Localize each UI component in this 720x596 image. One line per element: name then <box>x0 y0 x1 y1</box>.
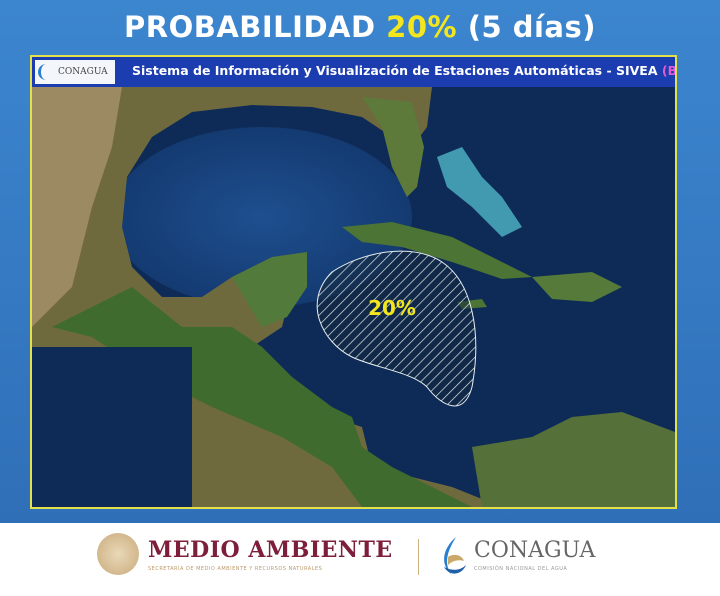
conagua-logo: CONAGUA <box>35 60 115 84</box>
map-header-bar: CONAGUA Sistema de Información y Visuali… <box>32 57 675 87</box>
logo-text: CONAGUA <box>58 67 108 77</box>
conagua-icon <box>444 537 466 575</box>
footer: MEDIO AMBIENTE SECRETARÍA DE MEDIO AMBIE… <box>0 523 720 596</box>
gulf-of-mexico <box>112 127 412 307</box>
land-central-america <box>52 287 472 507</box>
south-america <box>472 412 675 507</box>
yucatan <box>232 252 307 327</box>
bahamas <box>437 147 522 237</box>
conagua-subtitle: COMISIÓN NACIONAL DEL AGUA <box>474 566 568 572</box>
mexico-seal-icon <box>97 533 139 575</box>
hispaniola <box>532 272 622 302</box>
zone-label: 20% <box>368 296 416 320</box>
land-southwest <box>32 87 122 327</box>
satellite-map: 20% <box>32 87 675 507</box>
logo-divider <box>418 539 419 575</box>
probability-zone <box>316 250 477 407</box>
florida <box>362 97 424 197</box>
conagua-logo-text: CONAGUA <box>474 538 596 563</box>
map-frame: CONAGUA Sistema de Información y Visuali… <box>30 55 677 509</box>
page-title: PROBABILIDAD 20% (5 días) <box>0 10 720 44</box>
map-system-title: Sistema de Información y Visualización d… <box>132 63 677 78</box>
title-suffix: (5 días) <box>467 10 596 44</box>
beta-badge: (BETA) <box>661 63 677 78</box>
pacific-ocean <box>32 347 192 507</box>
medio-ambiente-subtitle: SECRETARÍA DE MEDIO AMBIENTE Y RECURSOS … <box>148 566 323 572</box>
title-prefix: PROBABILIDAD <box>124 10 376 44</box>
slide-background: PROBABILIDAD 20% (5 días) CONAGUA Sistem… <box>0 0 720 523</box>
conagua-logo-icon <box>38 64 55 80</box>
cuba <box>342 222 532 279</box>
medio-ambiente-logo-text: MEDIO AMBIENTE <box>148 537 393 563</box>
title-percent: 20% <box>386 10 458 44</box>
system-title-text: Sistema de Información y Visualización d… <box>132 63 658 78</box>
